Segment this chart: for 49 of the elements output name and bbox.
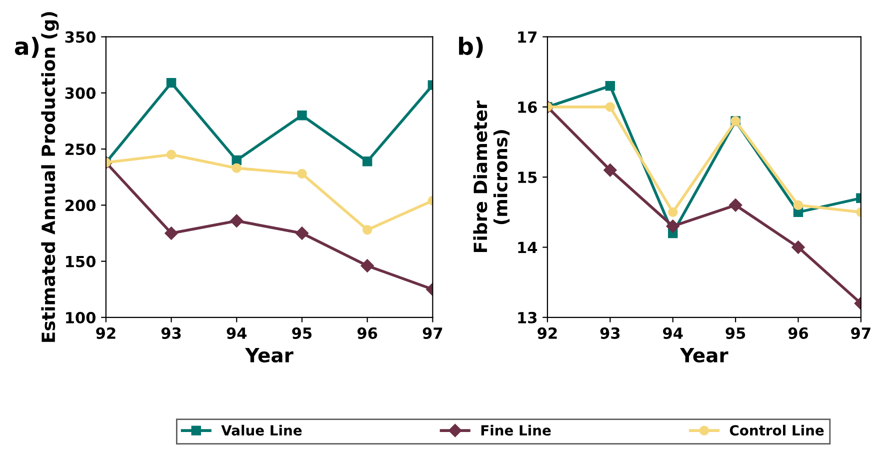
point [360, 259, 374, 272]
point [295, 226, 309, 240]
y-tick-label: 200 [66, 200, 96, 212]
x-tick-label: 92 [96, 327, 116, 339]
point [232, 163, 242, 173]
y-tick-label: 150 [66, 256, 96, 268]
y-tick-label: 250 [66, 144, 96, 156]
y-axis-title: Fibre Diameter (microns) [473, 100, 510, 252]
legend-label: Control Line [730, 424, 824, 436]
x-tick-label: 94 [663, 327, 683, 339]
x-tick-label: 92 [538, 327, 557, 339]
y-tick-label: 13 [518, 312, 537, 324]
point [362, 224, 372, 235]
x-tick-label: 95 [726, 327, 746, 339]
y-tick-label: 300 [65, 87, 96, 99]
point [728, 198, 742, 212]
x-tick-label: 93 [161, 327, 181, 339]
legend-label: Fine Line [481, 424, 551, 436]
x-tick-label: 93 [600, 327, 620, 339]
point [166, 150, 176, 160]
y-tick-label: 14 [518, 242, 538, 254]
point [166, 78, 176, 88]
point [605, 102, 616, 112]
y-axis-title: Estimated Annual Production (g) [41, 12, 59, 342]
x-axis-title: Year [245, 348, 294, 363]
chart-title: a) [14, 36, 39, 58]
point [297, 168, 307, 179]
point [604, 163, 617, 177]
point [668, 207, 678, 218]
y-tick-label: 17 [518, 31, 537, 43]
point [605, 81, 616, 91]
x-tick-label: 96 [788, 327, 808, 339]
point [297, 110, 307, 120]
x-tick-label: 94 [226, 327, 247, 339]
y-tick-label: 100 [66, 312, 96, 324]
x-tick-label: 96 [357, 327, 378, 339]
x-axis-title: Year [680, 348, 728, 363]
point [362, 156, 372, 166]
y-tick-label: 350 [65, 31, 96, 43]
point [666, 220, 680, 233]
point [164, 226, 178, 240]
legend-label: Value Line [221, 424, 302, 436]
x-tick-label: 95 [292, 327, 312, 339]
y-tick-label: 15 [518, 172, 537, 184]
x-tick-label: 97 [851, 327, 870, 339]
point [230, 214, 244, 228]
x-tick-label: 97 [422, 327, 442, 339]
y-tick-label: 16 [518, 101, 537, 113]
chart-title: b) [459, 36, 483, 58]
